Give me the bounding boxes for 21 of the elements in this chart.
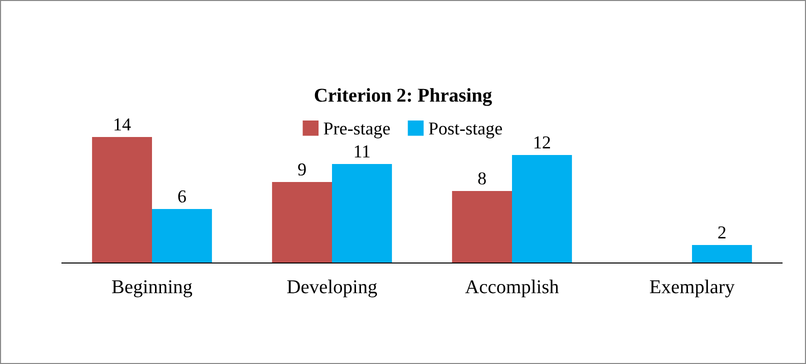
data-label: 11 [354,145,370,158]
bar [692,244,752,263]
x-tick-label: Accomplish [465,280,559,298]
data-label: 9 [298,163,306,176]
x-tick-label: Developing [287,280,377,298]
data-label: 12 [534,136,550,148]
data-label: 8 [478,172,486,185]
bar [272,182,332,263]
bar [92,136,152,263]
legend-label: Post-stage [428,122,502,138]
x-tick-label: Exemplary [650,280,735,298]
legend-label: Pre-stage [324,122,390,138]
data-label: 2 [718,226,726,238]
bar [512,154,572,263]
data-label: 6 [178,190,186,203]
bar [452,190,512,263]
bar [152,208,212,263]
bar [332,164,392,263]
x-tick-label: Beginning [112,280,192,298]
chart-title: Criterion 2: Phrasing [314,88,492,106]
data-label: 14 [114,118,131,130]
